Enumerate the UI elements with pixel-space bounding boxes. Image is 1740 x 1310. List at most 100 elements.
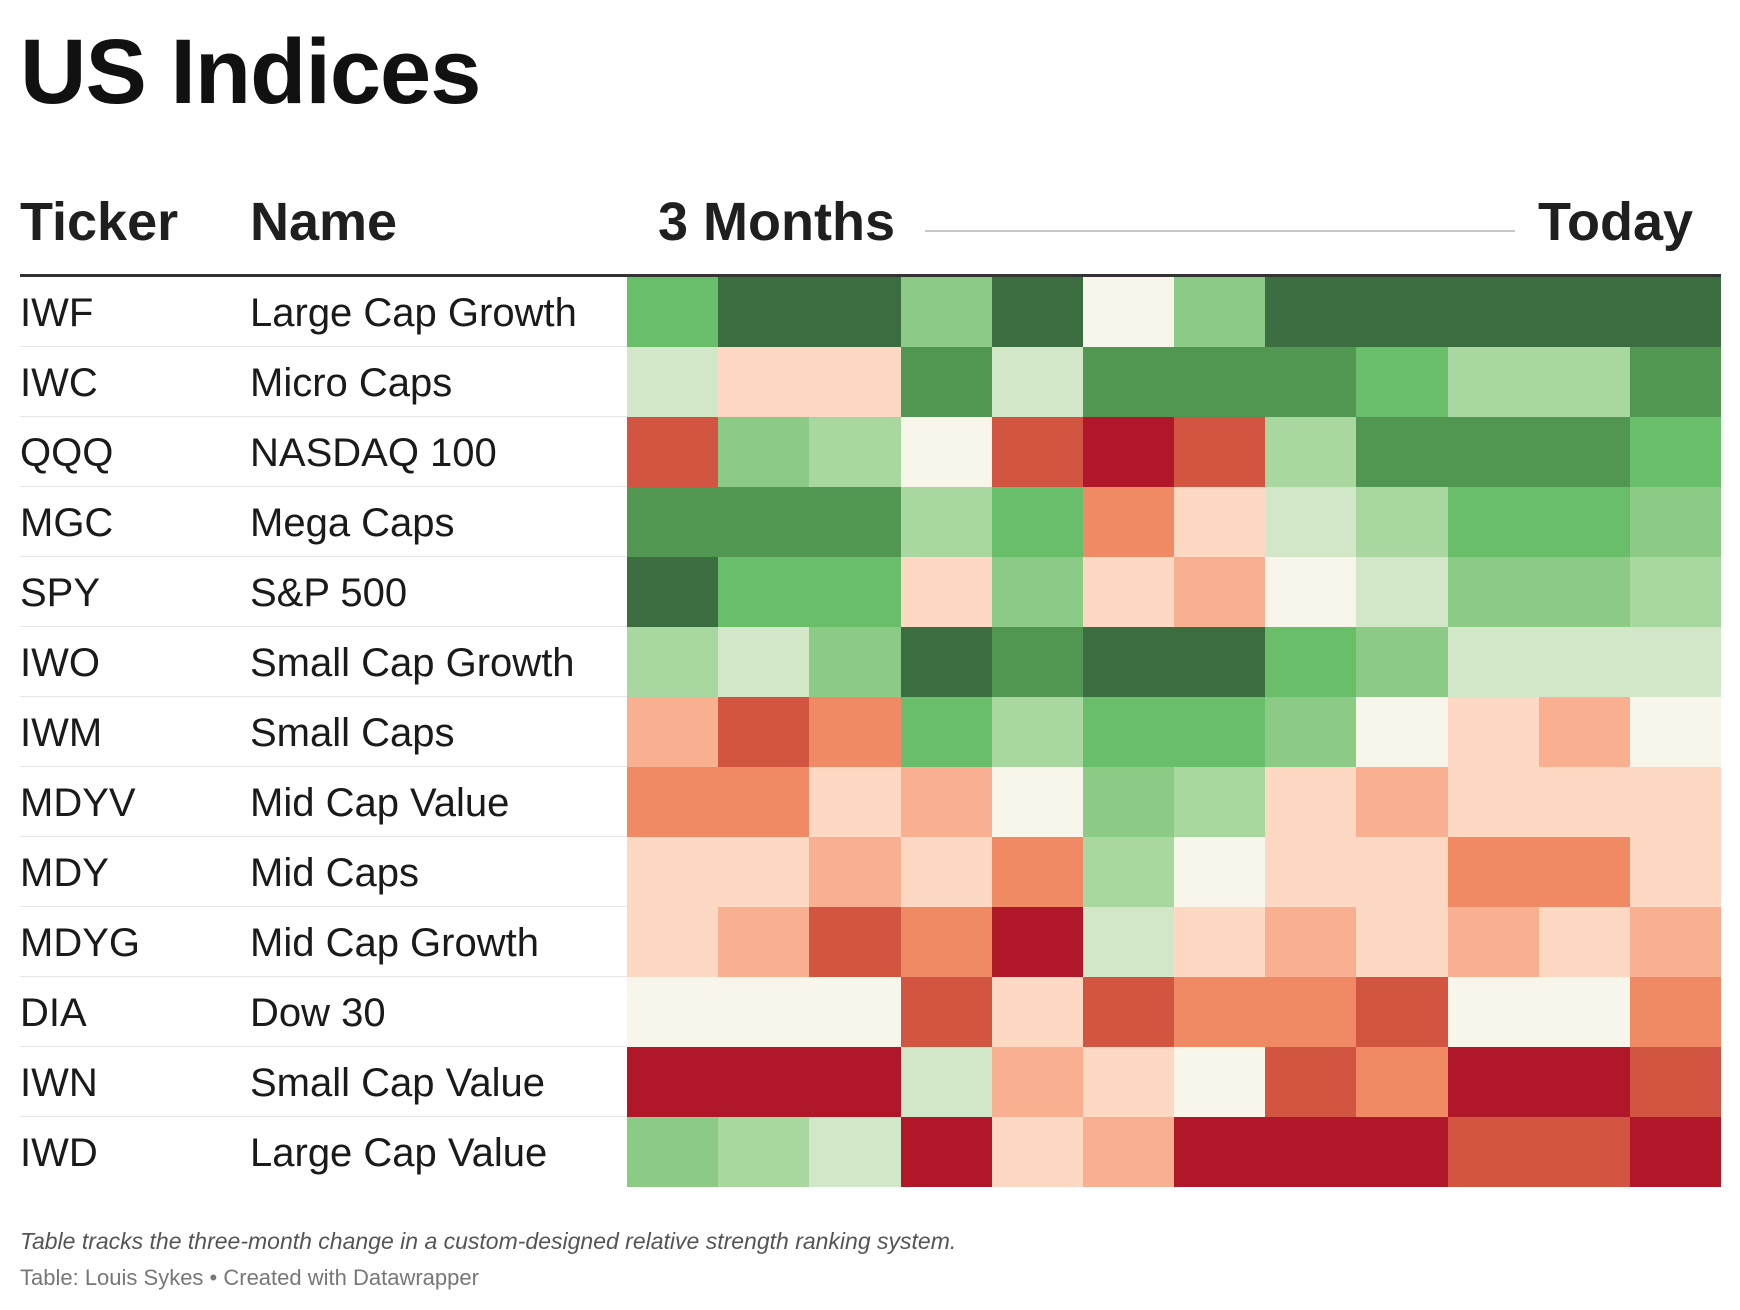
heatmap-cells <box>627 1047 1722 1117</box>
heatmap-cell <box>809 557 901 627</box>
heatmap-cell <box>900 767 992 837</box>
heatmap-cell <box>1356 1117 1448 1187</box>
heatmap-cell <box>1265 627 1357 697</box>
heatmap-cell <box>1538 347 1630 417</box>
heatmap-cells <box>627 347 1722 417</box>
heatmap-cell <box>991 1047 1083 1117</box>
ticker-cell: MDYG <box>20 921 140 965</box>
heatmap-cell <box>900 557 992 627</box>
heatmap-cell <box>809 347 901 417</box>
heatmap-cell <box>1356 627 1448 697</box>
table-row: IWF Large Cap Growth <box>20 277 1722 347</box>
heatmap-cell <box>991 767 1083 837</box>
heatmap-cell <box>627 837 719 907</box>
heatmap-cell <box>991 277 1083 347</box>
name-cell: Mid Cap Value <box>250 781 510 825</box>
name-cell: Small Cap Value <box>250 1061 545 1105</box>
table-row: IWD Large Cap Value <box>20 1117 1722 1187</box>
heatmap-cell <box>1082 697 1175 767</box>
heatmap-cell <box>1447 907 1539 977</box>
heatmap-cell <box>1447 627 1539 697</box>
heatmap-cell <box>1356 977 1448 1047</box>
heatmap-cell <box>627 417 719 487</box>
heatmap-cell <box>1447 837 1539 907</box>
heatmap-cell <box>1629 1047 1722 1117</box>
heatmap-cell <box>1629 347 1722 417</box>
heatmap-cell <box>1629 907 1722 977</box>
heatmap-cell <box>991 907 1083 977</box>
heatmap-cell <box>991 697 1083 767</box>
heatmap-cell <box>718 277 810 347</box>
heatmap-cell <box>809 1117 901 1187</box>
heatmap-cell <box>1265 697 1357 767</box>
heatmap-cell <box>991 837 1083 907</box>
name-cell: Large Cap Value <box>250 1131 548 1175</box>
ticker-cell: MDY <box>20 851 109 895</box>
ticker-cell: MGC <box>20 501 114 545</box>
column-header-ticker: Ticker <box>20 192 179 252</box>
name-cell: S&P 500 <box>250 571 408 615</box>
heatmap-cell <box>1082 277 1175 347</box>
heatmap-cell <box>627 627 719 697</box>
ticker-cell: IWO <box>20 641 100 685</box>
heatmap-cell <box>1538 767 1630 837</box>
heatmap-cell <box>1174 627 1266 697</box>
heatmap-cell <box>900 977 992 1047</box>
heatmap-cell <box>1265 417 1357 487</box>
table-row: IWM Small Caps <box>20 697 1722 767</box>
heatmap-cell <box>1265 277 1357 347</box>
heatmap-cell <box>1538 697 1630 767</box>
heatmap-cell <box>809 837 901 907</box>
heatmap-cell <box>809 487 901 557</box>
heatmap-cell <box>1629 487 1722 557</box>
heatmap-cell <box>1629 837 1722 907</box>
table-row: MDY Mid Caps <box>20 837 1722 907</box>
heatmap-cell <box>809 977 901 1047</box>
heatmap-cell <box>900 697 992 767</box>
name-cell: Micro Caps <box>250 361 453 405</box>
chart-title: US Indices <box>20 21 481 123</box>
ticker-cell: DIA <box>20 991 87 1035</box>
column-header-name: Name <box>250 192 398 252</box>
heatmap-cell <box>627 1047 719 1117</box>
heatmap-cell <box>1082 1047 1175 1117</box>
heatmap-cell <box>1265 347 1357 417</box>
heatmap-cell <box>991 1117 1083 1187</box>
table-row: SPY S&P 500 <box>20 557 1722 627</box>
heatmap-cell <box>1174 277 1266 347</box>
heatmap-cell <box>1082 347 1175 417</box>
heatmap-cell <box>1174 487 1266 557</box>
ticker-cell: MDYV <box>20 781 136 825</box>
heatmap-cell <box>900 837 992 907</box>
table-row: QQQ NASDAQ 100 <box>20 417 1722 487</box>
heatmap-cell <box>1265 557 1357 627</box>
heatmap-cell <box>1082 417 1175 487</box>
heatmap-cell <box>1174 837 1266 907</box>
heatmap-cell <box>900 347 992 417</box>
heatmap-cell <box>1082 907 1175 977</box>
ticker-cell: IWM <box>20 711 103 755</box>
heatmap-cell <box>1356 487 1448 557</box>
heatmap-cell <box>627 557 719 627</box>
heatmap-cell <box>718 487 810 557</box>
heatmap-cells <box>627 487 1722 557</box>
heatmap-cell <box>1174 977 1266 1047</box>
heatmap-cell <box>718 697 810 767</box>
heatmap-cells <box>627 1117 1722 1187</box>
heatmap-cell <box>1174 1047 1266 1117</box>
heatmap-cell <box>1447 1047 1539 1117</box>
heatmap-cell <box>1356 277 1448 347</box>
heatmap-cell <box>718 977 810 1047</box>
heatmap-cell <box>718 417 810 487</box>
heatmap-cells <box>627 977 1722 1047</box>
name-cell: Mega Caps <box>250 501 455 545</box>
heatmap-cell <box>900 907 992 977</box>
table-row: MDYV Mid Cap Value <box>20 767 1722 837</box>
column-header-3-months: 3 Months <box>658 192 895 252</box>
timeline-line <box>925 230 1515 232</box>
heatmap-cell <box>1174 697 1266 767</box>
heatmap-cell <box>1538 277 1630 347</box>
heatmap-cell <box>900 277 992 347</box>
heatmap-cell <box>1356 697 1448 767</box>
heatmap-cell <box>1447 1117 1539 1187</box>
